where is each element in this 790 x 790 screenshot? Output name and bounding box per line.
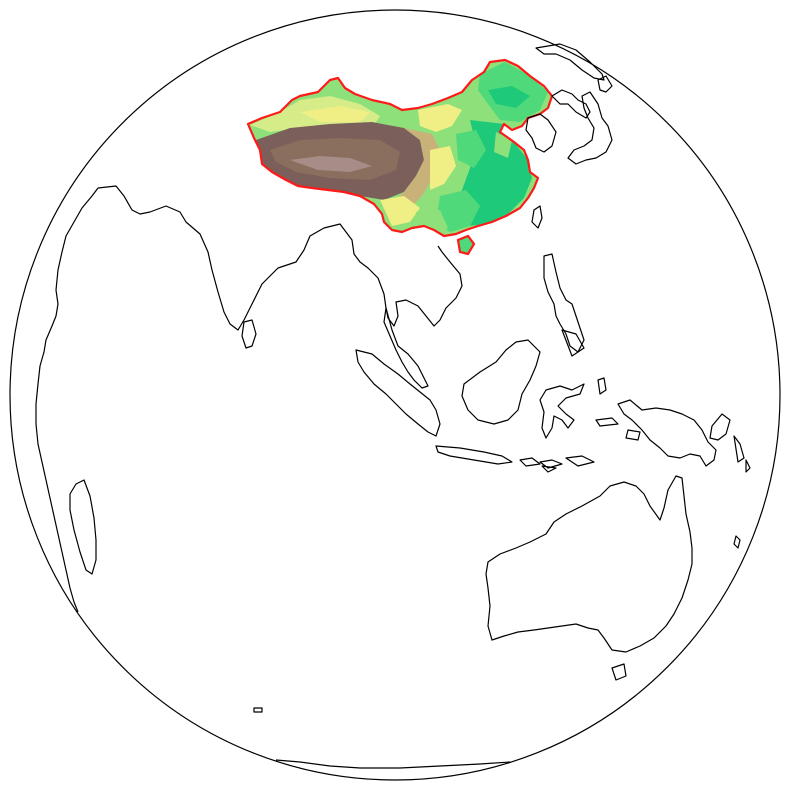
sumatra-island bbox=[355, 349, 441, 437]
japan-islands bbox=[567, 91, 613, 165]
africa-coast bbox=[35, 187, 99, 613]
arabia-india-coast bbox=[97, 185, 463, 331]
new-guinea-island bbox=[617, 399, 717, 467]
new-caledonia-island bbox=[733, 535, 741, 549]
tasmania-island bbox=[611, 663, 627, 681]
korea-peninsula bbox=[525, 113, 557, 153]
australia-continent bbox=[485, 475, 693, 653]
bismarck-islands bbox=[709, 413, 751, 473]
antarctica-coast bbox=[275, 759, 511, 769]
sri-lanka-island bbox=[241, 319, 257, 349]
kerguelen-island bbox=[253, 707, 263, 713]
borneo-island bbox=[461, 339, 541, 425]
philippines-south bbox=[561, 329, 585, 357]
maluku-islands bbox=[595, 377, 641, 441]
kamchatka-coast bbox=[551, 89, 591, 119]
java-island bbox=[435, 445, 513, 465]
philippines-islands bbox=[543, 253, 585, 353]
globe-outline bbox=[9, 9, 781, 781]
lesser-sunda-islands bbox=[519, 455, 595, 473]
malay-peninsula bbox=[383, 307, 429, 389]
taiwan-island bbox=[531, 205, 543, 229]
hainan-island bbox=[456, 234, 476, 256]
sulawesi-island bbox=[539, 383, 585, 439]
hokkaido-island bbox=[597, 75, 613, 93]
china-border bbox=[246, 58, 554, 238]
madagascar-island bbox=[69, 479, 97, 575]
